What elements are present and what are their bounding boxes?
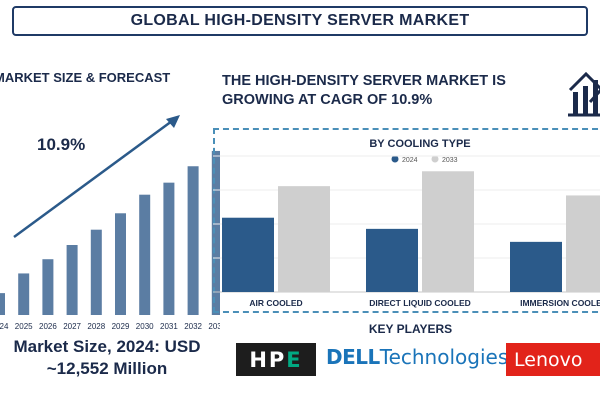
hpe-logo-suffix: E — [286, 347, 303, 372]
cooling-bar-immersion-cooled-2024 — [510, 241, 562, 292]
cooling-category-label: IMMERSION COOLED — [520, 298, 600, 308]
forecast-bar-2032 — [187, 166, 199, 315]
forecast-bar-2027 — [66, 245, 78, 315]
forecast-bar-2033 — [211, 150, 220, 315]
cooling-bar-air-cooled-2033 — [278, 186, 330, 292]
legend-marker-2033 — [431, 155, 439, 163]
forecast-bar-chart: 2024 2025 2026 2027 2028 2029 2030 2031 2032 2033… — [0, 115, 220, 331]
market-size-text: Market Size, 2024: USD ~12,552 Million — [0, 336, 222, 380]
market-size-line-2: ~12,552 Million — [46, 359, 168, 378]
cooling-category-label: AIR COOLED — [249, 298, 302, 308]
forecast-tick-2031: 2031 — [160, 322, 178, 331]
forecast-bar-2026 — [42, 259, 54, 315]
dell-logo-rest: Technologies — [379, 345, 509, 369]
forecast-bar-2029 — [115, 213, 126, 315]
forecast-bar-2024 — [0, 293, 5, 315]
cagr-annotation: 10.9% — [37, 135, 85, 154]
cooling-category-label: DIRECT LIQUID COOLED — [369, 298, 471, 308]
trend-arrow-line — [13, 119, 173, 239]
legend-label-2033: 2033 — [442, 157, 458, 164]
cooling-type-chart: BY COOLING TYPE 2024 2033 AIR COOLED DIRECT … — [213, 138, 600, 308]
forecast-bar-2030 — [139, 194, 151, 315]
dell-logo-brand: DELL — [326, 345, 380, 369]
building-growth-icon — [568, 71, 600, 117]
forecast-bar-2025 — [18, 273, 30, 315]
cooling-chart-title: BY COOLING TYPE — [369, 138, 470, 150]
hpe-logo: HP E — [236, 343, 316, 376]
cooling-bar-direct-liquid-cooled-2024 — [366, 228, 418, 292]
cooling-panel-border — [213, 128, 600, 313]
forecast-tick-2032: 2032 — [184, 322, 202, 331]
lenovo-logo: Lenovo — [506, 343, 600, 376]
headline-line-2: GROWING AT CAGR OF 10.9% — [222, 92, 433, 108]
page-title: GLOBAL HIGH-DENSITY SERVER MARKET — [12, 6, 588, 36]
legend-marker-2024 — [391, 155, 399, 163]
forecast-bar-2031 — [163, 182, 175, 315]
market-size-line-1: Market Size, 2024: USD — [13, 337, 201, 356]
forecast-bar-2028 — [90, 229, 102, 315]
forecast-tick-2026: 2026 — [39, 322, 57, 331]
forecast-tick-2029: 2029 — [112, 322, 130, 331]
trend-arrow-head — [166, 115, 180, 128]
forecast-tick-2025: 2025 — [15, 322, 33, 331]
headline-line-1: THE HIGH-DENSITY SERVER MARKET IS — [222, 73, 506, 89]
forecast-heading: MARKET SIZE & FORECAST — [0, 70, 171, 85]
forecast-tick-2024: 2024 — [0, 322, 9, 331]
cooling-bar-immersion-cooled-2033 — [566, 195, 600, 292]
cagr-headline: THE HIGH-DENSITY SERVER MARKET IS GROWIN… — [222, 72, 552, 110]
hpe-logo-prefix: HP — [249, 347, 287, 372]
forecast-tick-2028: 2028 — [87, 322, 105, 331]
cooling-bar-air-cooled-2024 — [222, 217, 274, 292]
legend-label-2024: 2024 — [402, 157, 418, 164]
cooling-bar-direct-liquid-cooled-2033 — [422, 171, 474, 292]
forecast-tick-2027: 2027 — [63, 322, 81, 331]
dell-logo: DELLTechnologies — [326, 345, 508, 369]
key-players-heading: KEY PLAYERS — [368, 322, 453, 336]
forecast-tick-2030: 2030 — [136, 322, 154, 331]
forecast-tick-2033: 2033 — [208, 322, 220, 331]
